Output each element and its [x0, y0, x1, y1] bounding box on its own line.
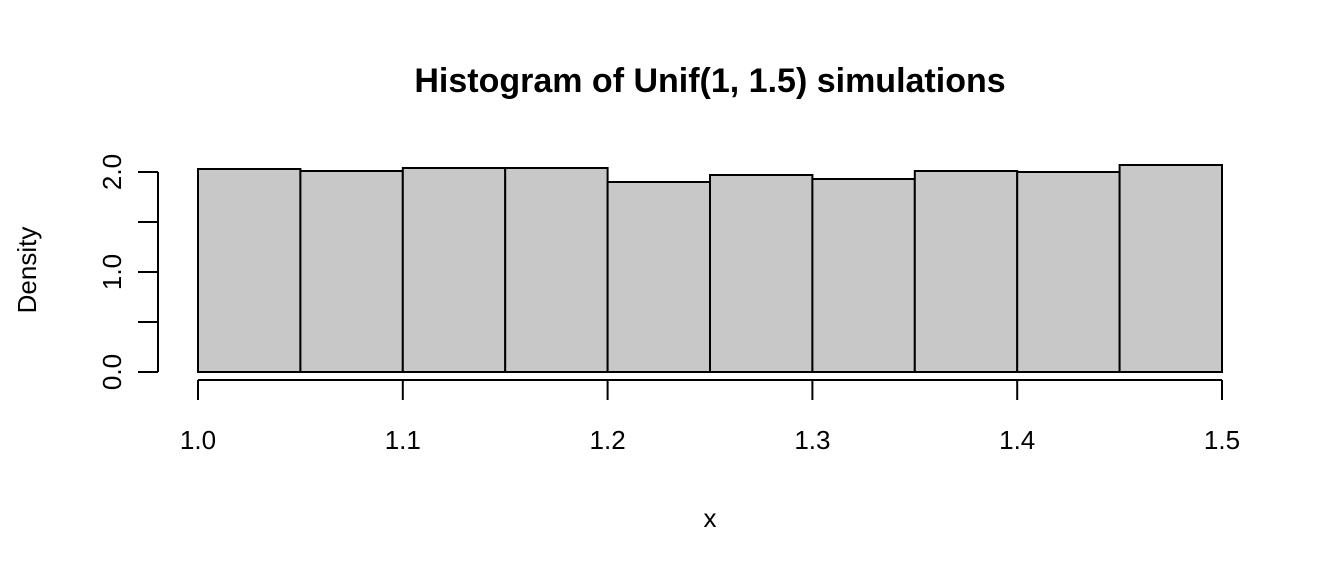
histogram-bar — [401, 167, 507, 373]
histogram-bar — [1016, 171, 1121, 373]
histogram-bar — [504, 167, 609, 373]
chart-title: Histogram of Unif(1, 1.5) simulations — [414, 62, 1005, 100]
x-tick-label: 1.2 — [590, 425, 626, 455]
y-tick-label: 0.0 — [97, 354, 127, 390]
x-tick-label: 1.1 — [385, 425, 421, 455]
x-tick-label: 1.4 — [999, 425, 1035, 455]
histogram-bar — [606, 181, 711, 373]
histogram-bar — [811, 178, 916, 373]
histogram-bar — [913, 170, 1019, 373]
histogram-bar — [1118, 164, 1223, 373]
x-axis-label: x — [704, 503, 717, 533]
x-tick-label: 1.3 — [794, 425, 830, 455]
x-tick-label: 1.5 — [1204, 425, 1240, 455]
histogram-bar — [709, 174, 814, 373]
histogram-bar — [299, 170, 404, 373]
y-axis-label: Density — [12, 227, 42, 314]
x-tick-label: 1.0 — [180, 425, 216, 455]
y-tick-label: 2.0 — [97, 154, 127, 190]
y-tick-label: 1.0 — [97, 254, 127, 290]
histogram-bars — [197, 164, 1223, 373]
y-axis: 0.0 1.0 2.0 — [97, 154, 159, 390]
x-axis: 1.0 1.1 1.2 1.3 1.4 1.5 — [180, 379, 1240, 455]
histogram-bar — [197, 168, 302, 373]
